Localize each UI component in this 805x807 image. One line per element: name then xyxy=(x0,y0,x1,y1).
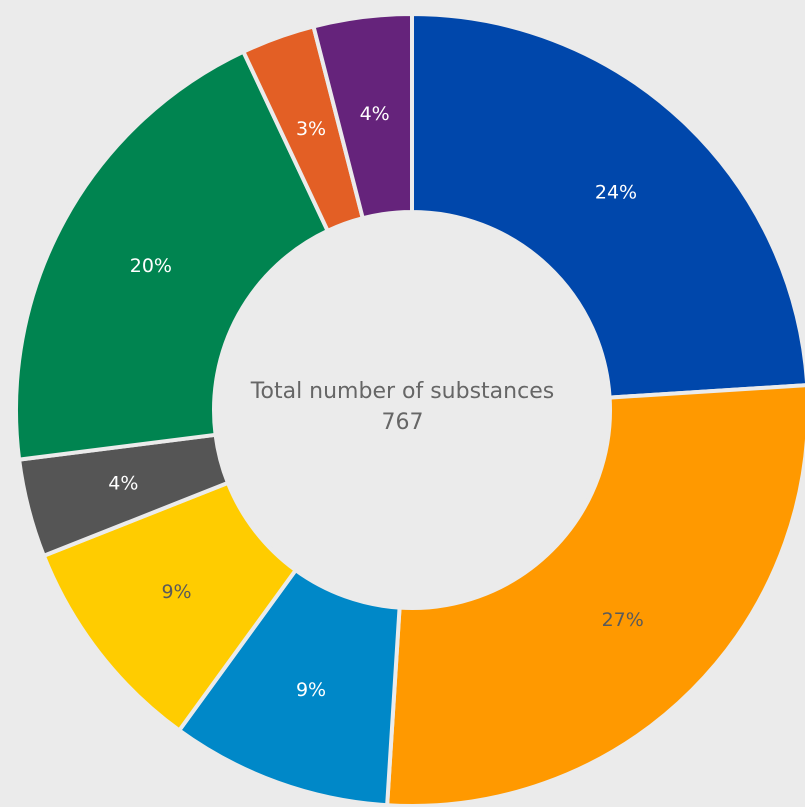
center-label: Total number of substances xyxy=(250,379,555,404)
donut-slice-1 xyxy=(410,11,805,400)
donut-slice-6 xyxy=(14,49,331,462)
slice-label-1: 24% xyxy=(595,181,637,203)
slice-label-7: 3% xyxy=(296,118,326,140)
donut-slice-8 xyxy=(311,11,414,221)
slice-label-8: 4% xyxy=(360,103,390,125)
slice-label-6: 20% xyxy=(130,255,172,277)
slice-label-4: 9% xyxy=(161,581,191,603)
donut-slice-2 xyxy=(385,383,805,807)
slice-label-3: 9% xyxy=(296,679,326,701)
slice-label-5: 4% xyxy=(108,473,138,495)
slice-label-2: 27% xyxy=(602,609,644,631)
center-value: 767 xyxy=(381,410,424,435)
